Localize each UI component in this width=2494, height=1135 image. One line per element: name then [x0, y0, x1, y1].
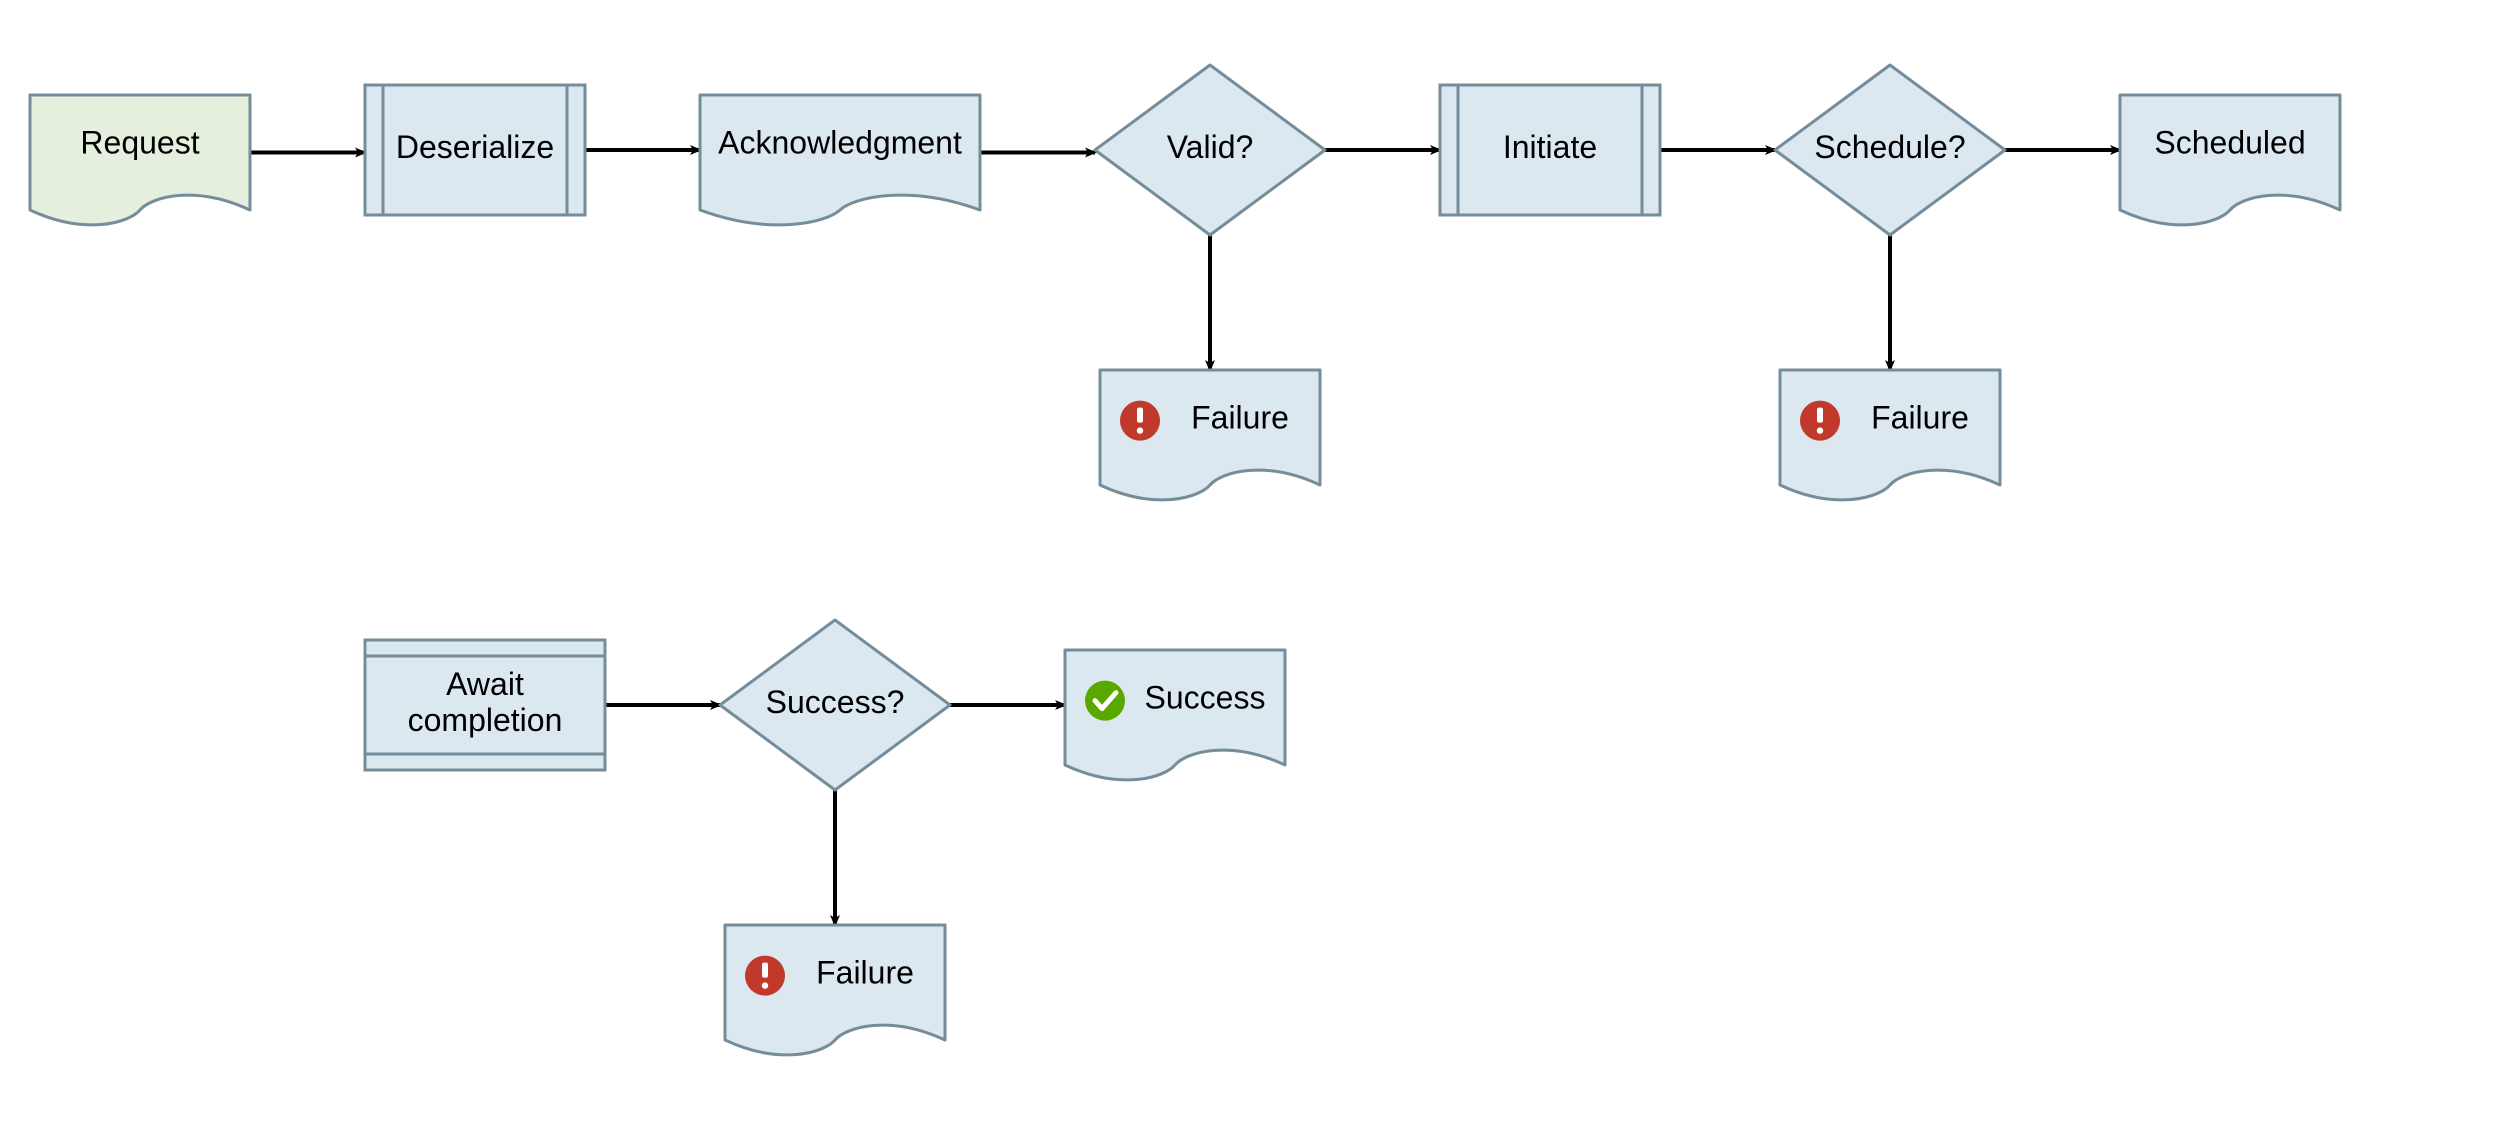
node-label-success: Success	[1145, 680, 1266, 716]
failure-icon	[745, 956, 785, 996]
node-label-request: Request	[80, 125, 199, 161]
node-valid: Valid?	[1095, 65, 1325, 235]
node-deserialize: Deserialize	[365, 85, 585, 215]
node-success_q: Success?	[720, 620, 950, 790]
node-request: Request	[30, 95, 250, 225]
success-icon	[1085, 681, 1125, 721]
node-await: Awaitcompletion	[365, 640, 605, 770]
node-success: Success	[1065, 650, 1285, 780]
failure-icon	[1120, 401, 1160, 441]
node-label-scheduled: Scheduled	[2154, 125, 2305, 161]
node-label-deserialize: Deserialize	[396, 129, 554, 165]
node-label-failure_await: Failure	[816, 955, 914, 991]
node-label-initiate: Initiate	[1503, 129, 1597, 165]
node-failure_sched: Failure	[1780, 370, 2000, 500]
node-label-success_q: Success?	[766, 684, 905, 720]
node-initiate: Initiate	[1440, 85, 1660, 215]
node-label-valid: Valid?	[1167, 129, 1254, 165]
node-failure_await: Failure	[725, 925, 945, 1055]
node-scheduled: Scheduled	[2120, 95, 2340, 225]
flowchart-canvas: Request Deserialize Acknowledgment Valid? In…	[0, 0, 2494, 1135]
node-label-acknowledgment: Acknowledgment	[718, 125, 962, 161]
nodes-layer: Request Deserialize Acknowledgment Valid? In…	[30, 65, 2340, 1055]
node-schedule: Schedule?	[1775, 65, 2005, 235]
node-acknowledgment: Acknowledgment	[700, 95, 980, 225]
node-label-schedule: Schedule?	[1814, 129, 1965, 165]
node-failure_valid: Failure	[1100, 370, 1320, 500]
node-label-failure_valid: Failure	[1191, 400, 1289, 436]
node-label-failure_sched: Failure	[1871, 400, 1969, 436]
edges-layer	[250, 150, 2120, 925]
failure-icon	[1800, 401, 1840, 441]
